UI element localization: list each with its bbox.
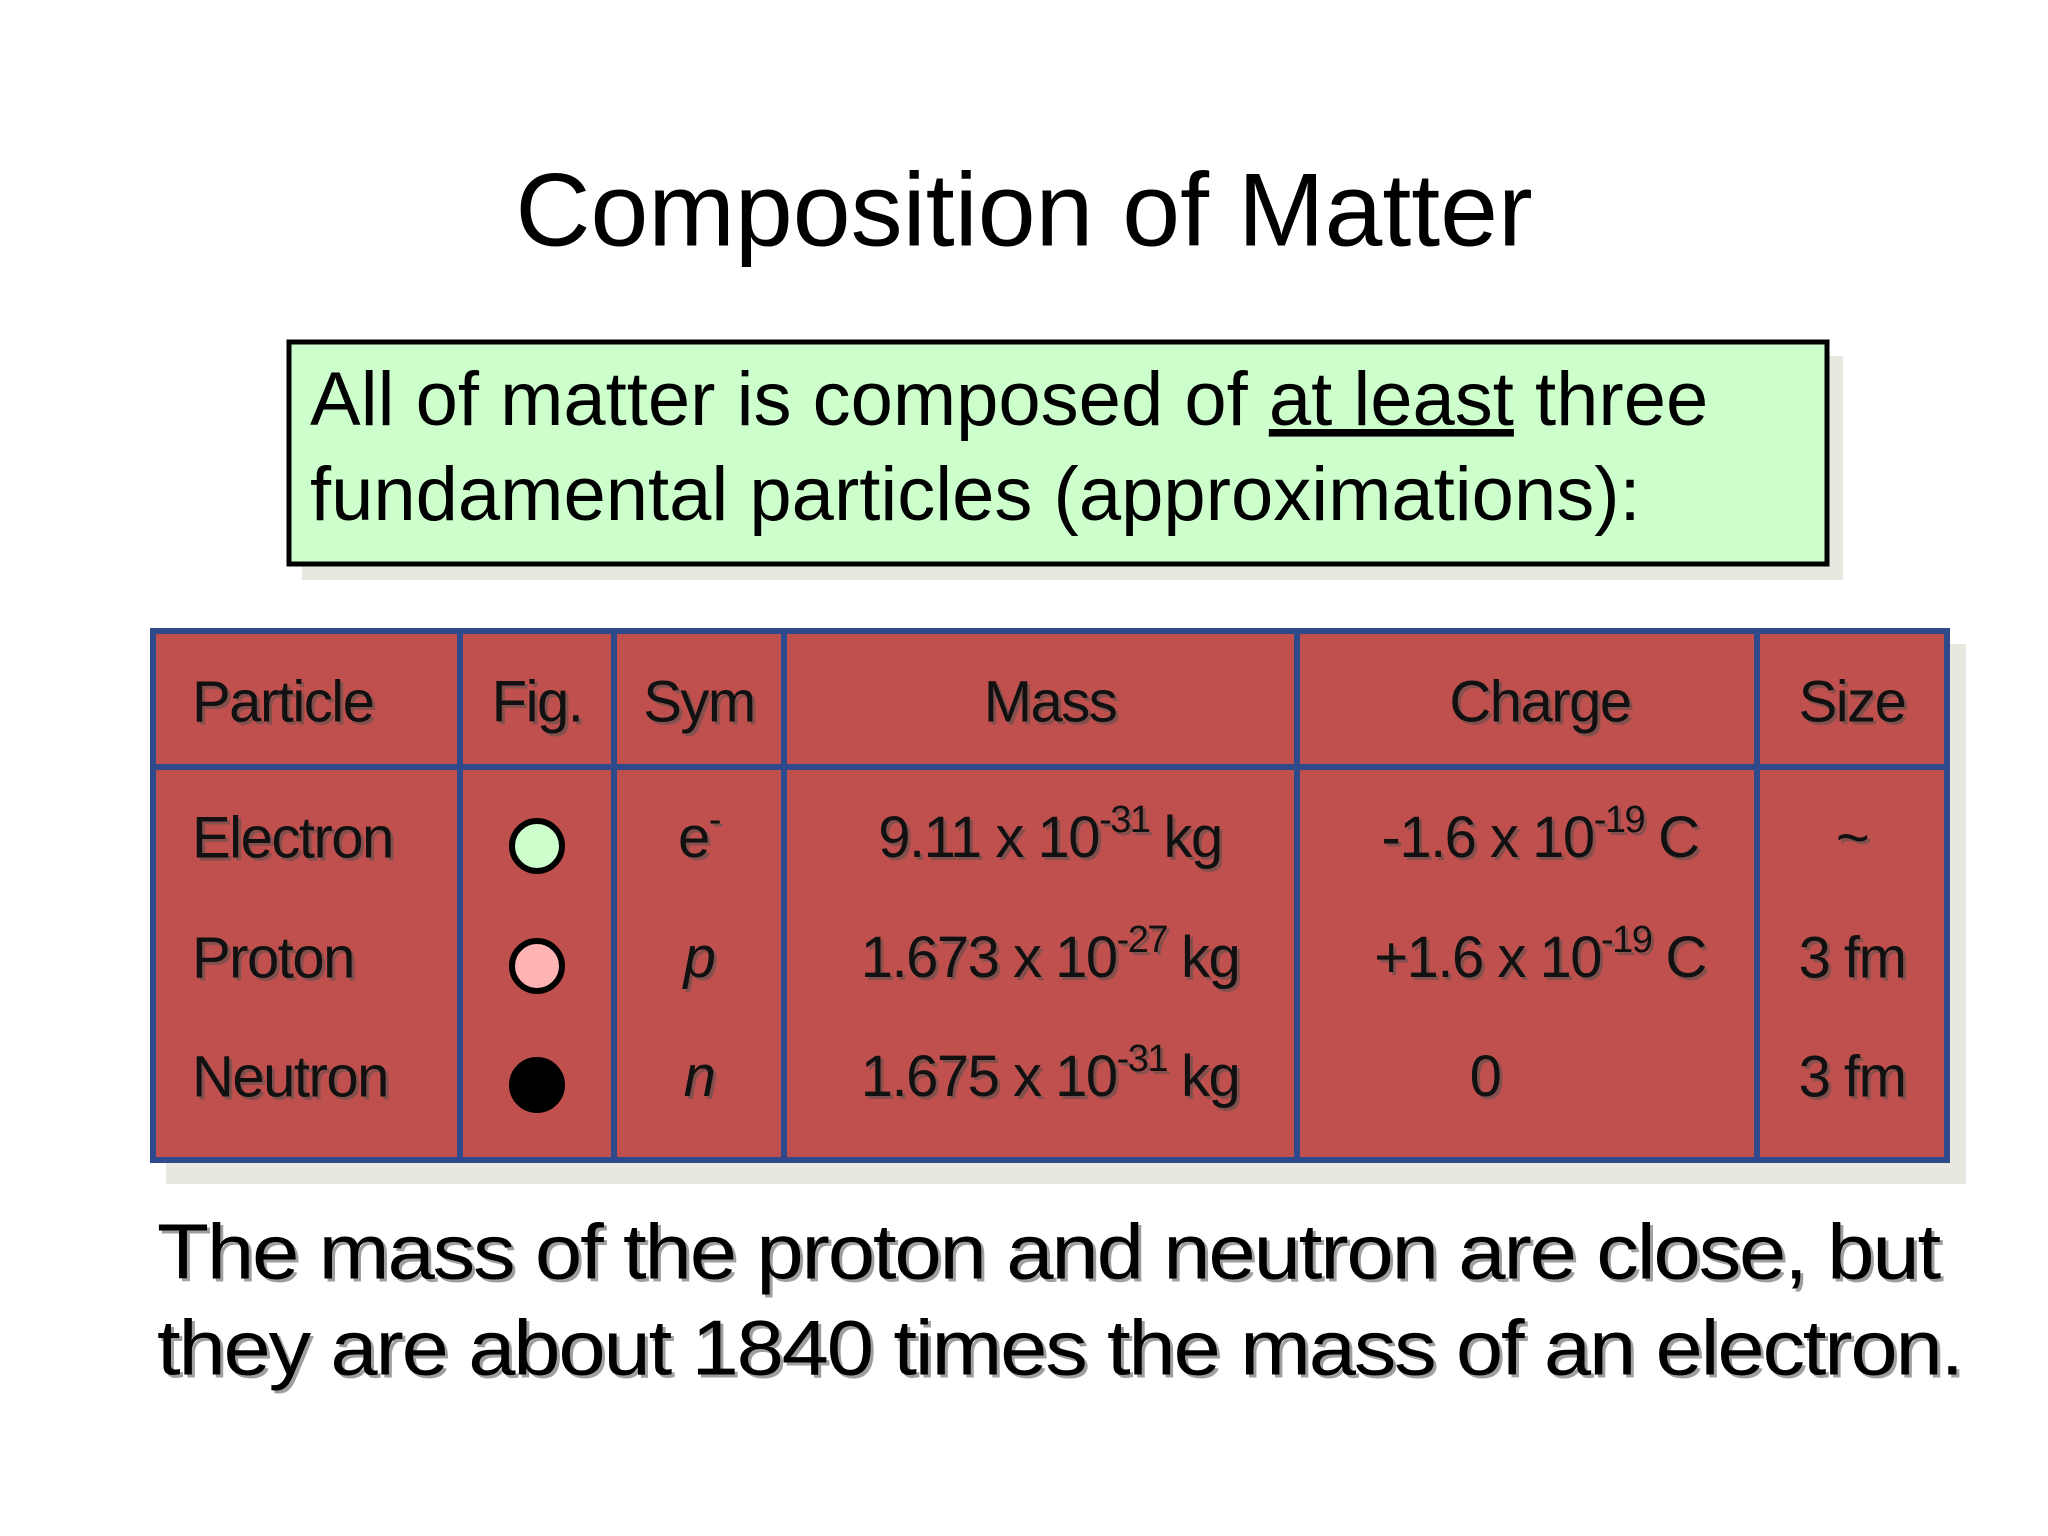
charge: +1.6 x 10-19 C bbox=[1374, 919, 1706, 990]
mass: 9.11 x 10-31 kg bbox=[878, 799, 1222, 870]
particle-figure bbox=[509, 818, 565, 874]
particle-name: Electron bbox=[192, 805, 393, 870]
footer-line: they are about 1840 times the mass of an… bbox=[157, 1304, 1962, 1392]
charge-base: +1.6 x 10 bbox=[1374, 925, 1601, 990]
header-cell: Charge bbox=[1449, 669, 1630, 734]
mass-exp: -31 bbox=[1099, 799, 1150, 841]
header-cell: Mass bbox=[984, 669, 1117, 734]
symbol-base: n bbox=[684, 1044, 715, 1109]
charge-exp: -19 bbox=[1594, 799, 1645, 841]
charge-base: -1.6 x 10 bbox=[1382, 805, 1594, 870]
mass: 1.673 x 10-27 kg bbox=[861, 919, 1240, 990]
header-cell: Sym bbox=[643, 669, 755, 734]
table-bg bbox=[150, 628, 1950, 1163]
symbol: e- bbox=[678, 799, 720, 870]
charge-exp: -19 bbox=[1601, 919, 1652, 961]
symbol: n bbox=[684, 1044, 715, 1109]
charge-unit: C bbox=[1665, 925, 1705, 990]
mass-base: 9.11 x 10 bbox=[878, 805, 1099, 870]
mass-unit: kg bbox=[1181, 925, 1239, 990]
mass-base: 1.673 x 10 bbox=[861, 925, 1117, 990]
charge-base: 0 bbox=[1470, 1044, 1501, 1109]
mass-base: 1.675 x 10 bbox=[861, 1044, 1117, 1109]
size: 3 fm bbox=[1799, 925, 1906, 990]
charge: 0 bbox=[1470, 1044, 1501, 1109]
mass-exp: -27 bbox=[1117, 919, 1168, 961]
intro-text: three bbox=[1514, 357, 1708, 442]
charge-unit: C bbox=[1658, 805, 1698, 870]
particle-name: Proton bbox=[192, 925, 354, 990]
symbol-base: p bbox=[682, 925, 715, 990]
symbol: p bbox=[682, 925, 715, 990]
header-cell: Fig. bbox=[492, 669, 583, 734]
size: ~ bbox=[1836, 805, 1868, 870]
header-cell: Size bbox=[1799, 669, 1906, 734]
intro-underlined: at least bbox=[1269, 357, 1514, 442]
footer-line: The mass of the proton and neutron are c… bbox=[157, 1208, 1942, 1296]
size: 3 fm bbox=[1799, 1044, 1906, 1109]
intro-line: All of matter is composed of at least th… bbox=[310, 357, 1708, 442]
symbol-base: e bbox=[678, 805, 709, 870]
particle-figure bbox=[509, 938, 565, 994]
particle-figure bbox=[509, 1057, 565, 1113]
mass-unit: kg bbox=[1163, 805, 1221, 870]
intro-line: fundamental particles (approximations): bbox=[310, 452, 1641, 537]
intro-text: All of matter is composed of bbox=[310, 357, 1269, 442]
particle-name: Neutron bbox=[192, 1044, 388, 1109]
intro-box bbox=[286, 339, 1830, 567]
symbol-sup: - bbox=[709, 799, 720, 841]
mass: 1.675 x 10-31 kg bbox=[861, 1038, 1240, 1109]
charge: -1.6 x 10-19 C bbox=[1382, 799, 1699, 870]
header-cell: Particle bbox=[192, 669, 373, 734]
slide-title: Composition of Matter bbox=[515, 152, 1532, 268]
mass-unit: kg bbox=[1181, 1044, 1239, 1109]
mass-exp: -31 bbox=[1117, 1038, 1168, 1080]
